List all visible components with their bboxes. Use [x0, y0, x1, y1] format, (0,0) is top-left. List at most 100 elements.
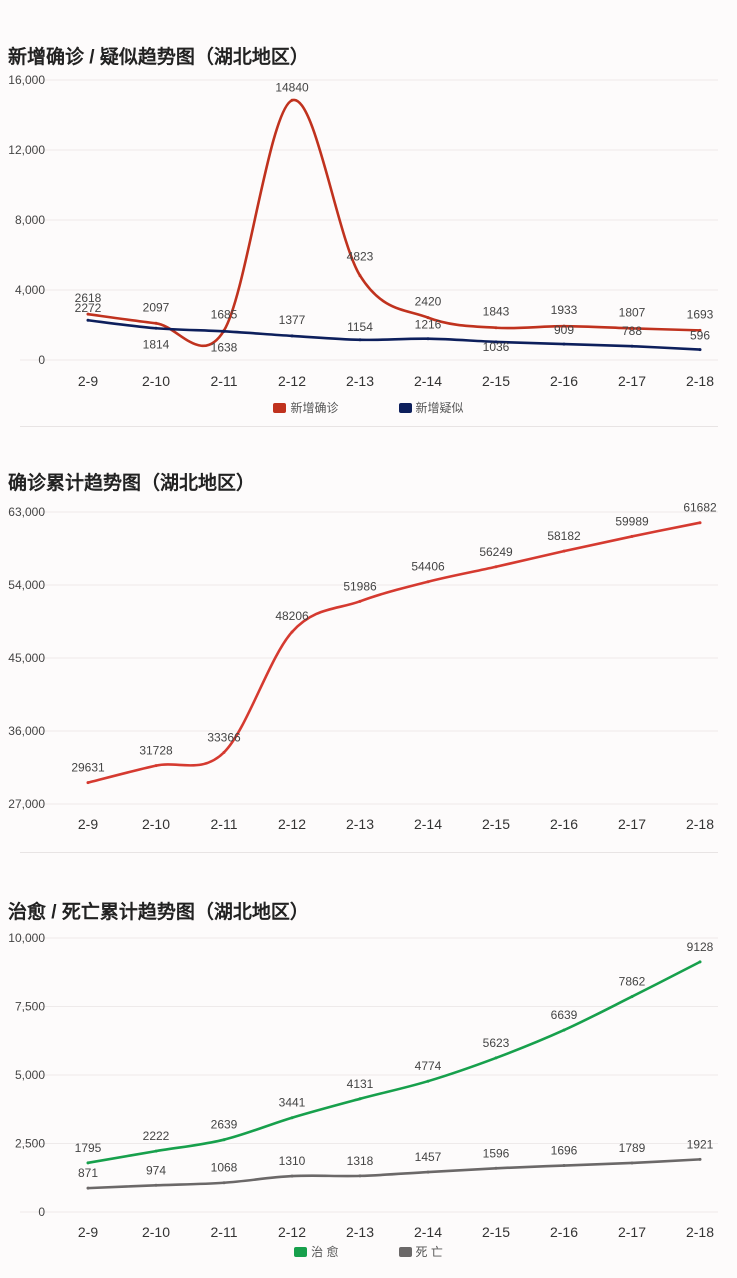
data-label: 29631 — [71, 761, 105, 775]
data-point — [358, 599, 362, 603]
data-label: 1814 — [143, 337, 170, 351]
data-point — [222, 329, 226, 333]
data-label: 2222 — [143, 1129, 170, 1143]
data-point — [222, 750, 226, 754]
data-point — [426, 316, 430, 320]
series-line — [86, 1158, 702, 1190]
series-line — [86, 960, 702, 1165]
data-point — [630, 1161, 634, 1165]
data-point — [86, 312, 90, 316]
data-point — [698, 521, 702, 525]
data-label: 1789 — [619, 1141, 646, 1155]
y-tick-label: 63,000 — [8, 505, 45, 519]
data-point — [222, 1138, 226, 1142]
x-tick-label: 2-17 — [618, 1224, 646, 1240]
data-point — [290, 98, 294, 102]
y-tick-label: 0 — [38, 353, 45, 367]
data-point — [426, 580, 430, 584]
x-tick-label: 2-11 — [211, 1224, 238, 1240]
data-label: 1036 — [483, 340, 510, 354]
series-line — [86, 318, 702, 351]
y-tick-label: 2,500 — [15, 1137, 45, 1151]
x-tick-label: 2-10 — [142, 816, 170, 832]
chart-legend: 治 愈 死 亡 — [0, 1243, 737, 1260]
data-point — [358, 274, 362, 278]
legend-item-recovered[interactable]: 治 愈 — [294, 1243, 339, 1260]
x-tick-label: 2-11 — [211, 816, 238, 832]
data-point — [154, 1183, 158, 1187]
data-label: 1685 — [211, 308, 238, 322]
data-label: 871 — [78, 1166, 98, 1180]
data-label: 2272 — [75, 301, 102, 315]
data-label: 1807 — [619, 305, 646, 319]
data-label: 1457 — [415, 1150, 442, 1164]
x-tick-label: 2-9 — [78, 373, 98, 389]
data-point — [494, 340, 498, 344]
data-label: 59989 — [615, 514, 649, 528]
recovered-deaths-line-chart: 0 2,500 5,000 7,500 10,000 2-9 2-10 2-11 2-12 2-1… — [8, 931, 718, 1240]
x-tick-label: 2-17 — [618, 816, 646, 832]
x-tick-label: 2-12 — [278, 816, 306, 832]
x-tick-label: 2-18 — [686, 816, 714, 832]
data-label: 5623 — [483, 1036, 510, 1050]
data-label: 33366 — [207, 730, 241, 744]
x-tick-label: 2-17 — [618, 373, 646, 389]
data-label: 2097 — [143, 300, 170, 314]
x-tick-label: 2-18 — [686, 373, 714, 389]
chart-title: 确诊累计趋势图（湖北地区） — [8, 473, 256, 494]
data-point — [426, 337, 430, 341]
data-point — [154, 764, 158, 768]
data-point — [290, 630, 294, 634]
data-label: 1216 — [415, 318, 442, 332]
data-label: 6639 — [551, 1008, 578, 1022]
data-label: 3441 — [279, 1096, 306, 1110]
legend-item-deaths[interactable]: 死 亡 — [398, 1243, 443, 1260]
chart-legend: 新增确诊 新增疑似 — [0, 399, 737, 416]
data-label: 1795 — [75, 1141, 102, 1155]
data-point — [698, 1157, 702, 1161]
legend-label: 治 愈 — [311, 1245, 339, 1259]
data-point — [494, 1056, 498, 1060]
data-point — [630, 344, 634, 348]
x-tick-label: 2-14 — [414, 816, 442, 832]
y-tick-label: 4,000 — [15, 283, 45, 297]
series-line — [86, 98, 702, 348]
data-point — [698, 328, 702, 332]
data-point — [426, 1170, 430, 1174]
data-point — [426, 1079, 430, 1083]
x-tick-label: 2-12 — [278, 1224, 306, 1240]
data-label: 58182 — [547, 529, 581, 543]
data-label: 909 — [554, 323, 574, 337]
legend-swatch — [398, 402, 412, 413]
data-label: 1843 — [483, 305, 510, 319]
x-tick-label: 2-12 — [278, 373, 306, 389]
y-tick-label: 8,000 — [15, 213, 45, 227]
data-point — [358, 338, 362, 342]
data-point — [562, 342, 566, 346]
data-label: 2420 — [415, 295, 442, 309]
data-point — [494, 326, 498, 330]
data-label: 1154 — [347, 320, 373, 334]
data-label: 4774 — [415, 1059, 442, 1073]
y-tick-label: 0 — [38, 1205, 45, 1219]
data-label: 51986 — [343, 579, 377, 593]
data-label: 31728 — [139, 744, 173, 758]
data-point — [698, 348, 702, 352]
data-label: 14840 — [275, 80, 309, 94]
data-point — [630, 995, 634, 999]
data-point — [154, 321, 158, 325]
data-point — [358, 1097, 362, 1101]
x-tick-label: 2-11 — [211, 373, 238, 389]
legend-item-confirmed[interactable]: 新增确诊 — [273, 399, 339, 416]
x-tick-label: 2-16 — [550, 373, 578, 389]
data-label: 9128 — [687, 940, 714, 954]
data-point — [290, 1174, 294, 1178]
data-label: 7862 — [619, 975, 646, 989]
legend-swatch — [398, 1246, 412, 1257]
data-point — [290, 334, 294, 338]
x-tick-label: 2-13 — [346, 373, 374, 389]
legend-item-suspected[interactable]: 新增疑似 — [398, 399, 464, 416]
chart-title: 新增确诊 / 疑似趋势图（湖北地区） — [8, 47, 309, 68]
y-tick-label: 7,500 — [15, 1000, 45, 1014]
x-tick-label: 2-15 — [482, 373, 510, 389]
